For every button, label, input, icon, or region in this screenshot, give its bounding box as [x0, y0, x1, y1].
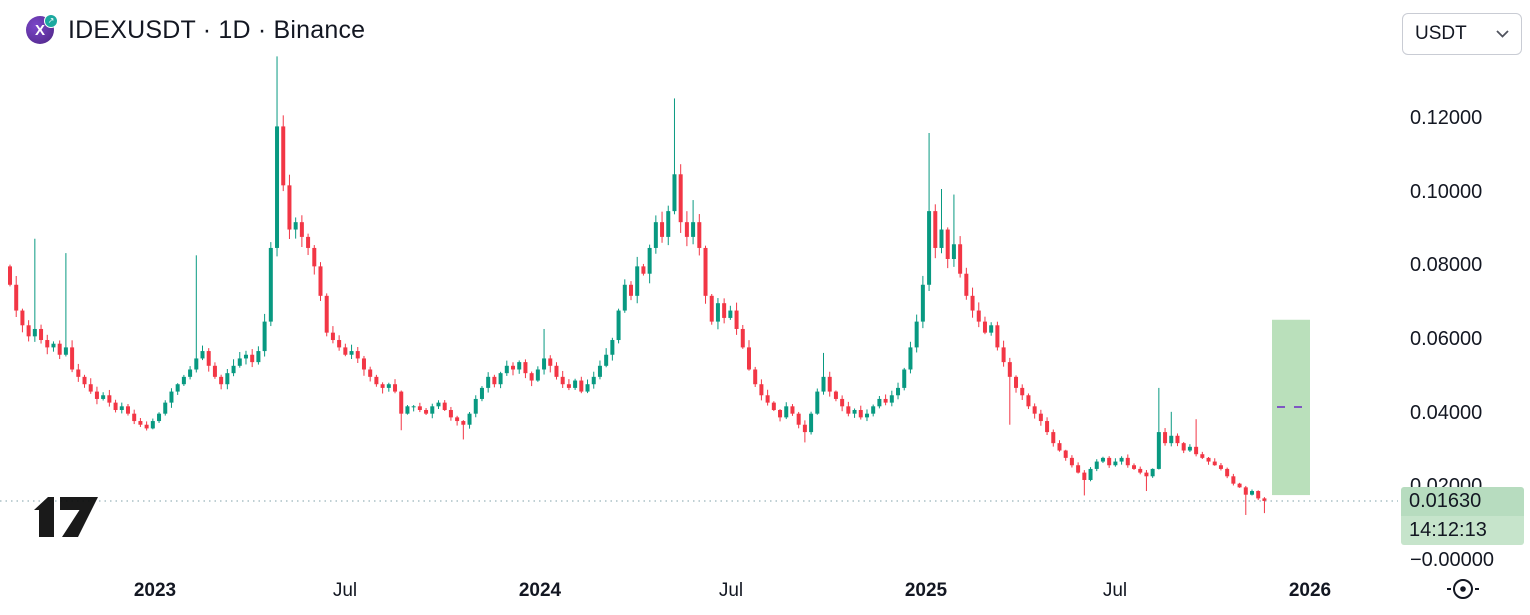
currency-selector-value: USDT: [1415, 23, 1467, 44]
scale-settings-icon[interactable]: [1446, 576, 1480, 607]
sprout-badge-icon: ↗: [44, 14, 58, 28]
time-scale-label[interactable]: Jul: [1102, 580, 1128, 601]
last-price-value: 0.01630: [1401, 486, 1524, 516]
idex-coin-icon: X ↗: [26, 14, 58, 46]
currency-selector[interactable]: USDT: [1402, 13, 1522, 55]
symbol-title: IDEXUSDT · 1D · Binance: [68, 15, 366, 44]
last-price-badge: 0.01630 14:12:13: [1401, 486, 1524, 545]
time-scale-label[interactable]: 2025: [904, 580, 948, 601]
chevron-down-icon: [1496, 30, 1509, 38]
tradingview-logo-icon[interactable]: [30, 494, 102, 540]
bar-countdown: 14:12:13: [1401, 515, 1524, 545]
time-scale-label[interactable]: 2023: [133, 580, 177, 601]
time-scale-label[interactable]: 2024: [518, 580, 562, 601]
time-scale-label[interactable]: Jul: [332, 580, 358, 601]
time-scale-label[interactable]: Jul: [718, 580, 744, 601]
time-scale-label[interactable]: 2026: [1288, 580, 1332, 601]
chart-header: X ↗ IDEXUSDT · 1D · Binance: [26, 14, 365, 46]
